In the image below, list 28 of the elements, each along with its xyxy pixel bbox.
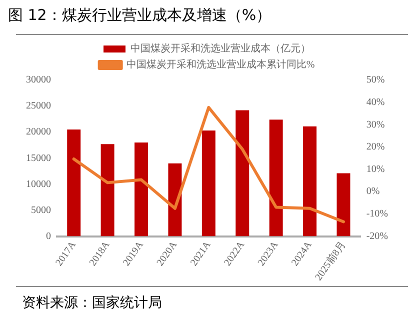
bar: [303, 126, 317, 236]
y2-tick-label: 30%: [366, 119, 385, 130]
chart-title: 图 12：煤炭行业营业成本及增速（%）: [8, 6, 272, 25]
y-tick-label: 20000: [26, 126, 51, 138]
y2-tick-label: 0%: [366, 186, 380, 198]
y2-tick-label: -20%: [366, 230, 388, 242]
y2-tick-label: -10%: [366, 208, 388, 220]
bar: [336, 173, 350, 236]
bar: [168, 163, 182, 236]
y-tick-label: 15000: [26, 152, 51, 164]
y2-tick-label: 10%: [366, 164, 385, 175]
y-tick-label: 30000: [26, 74, 51, 86]
bar: [202, 130, 216, 236]
bar: [100, 144, 114, 236]
y-tick-label: 25000: [26, 100, 51, 112]
bar: [67, 129, 81, 236]
y-tick-label: 10000: [26, 178, 51, 190]
y2-tick-label: 20%: [366, 142, 385, 153]
legend-label: 中国煤炭开采和洗选业营业成本累计同比%: [126, 58, 315, 71]
bar: [236, 110, 250, 236]
y-tick-label: 0: [46, 230, 51, 242]
y2-tick-label: 50%: [366, 74, 385, 86]
y2-tick-label: 40%: [366, 96, 385, 108]
y-tick-label: 5000: [31, 204, 51, 216]
bar: [269, 120, 283, 236]
text: 资料来源：国家统计局: [22, 294, 162, 312]
legend-label: 中国煤炭开采和洗选业营业成本（亿元）: [130, 42, 310, 55]
bar: [134, 142, 148, 236]
